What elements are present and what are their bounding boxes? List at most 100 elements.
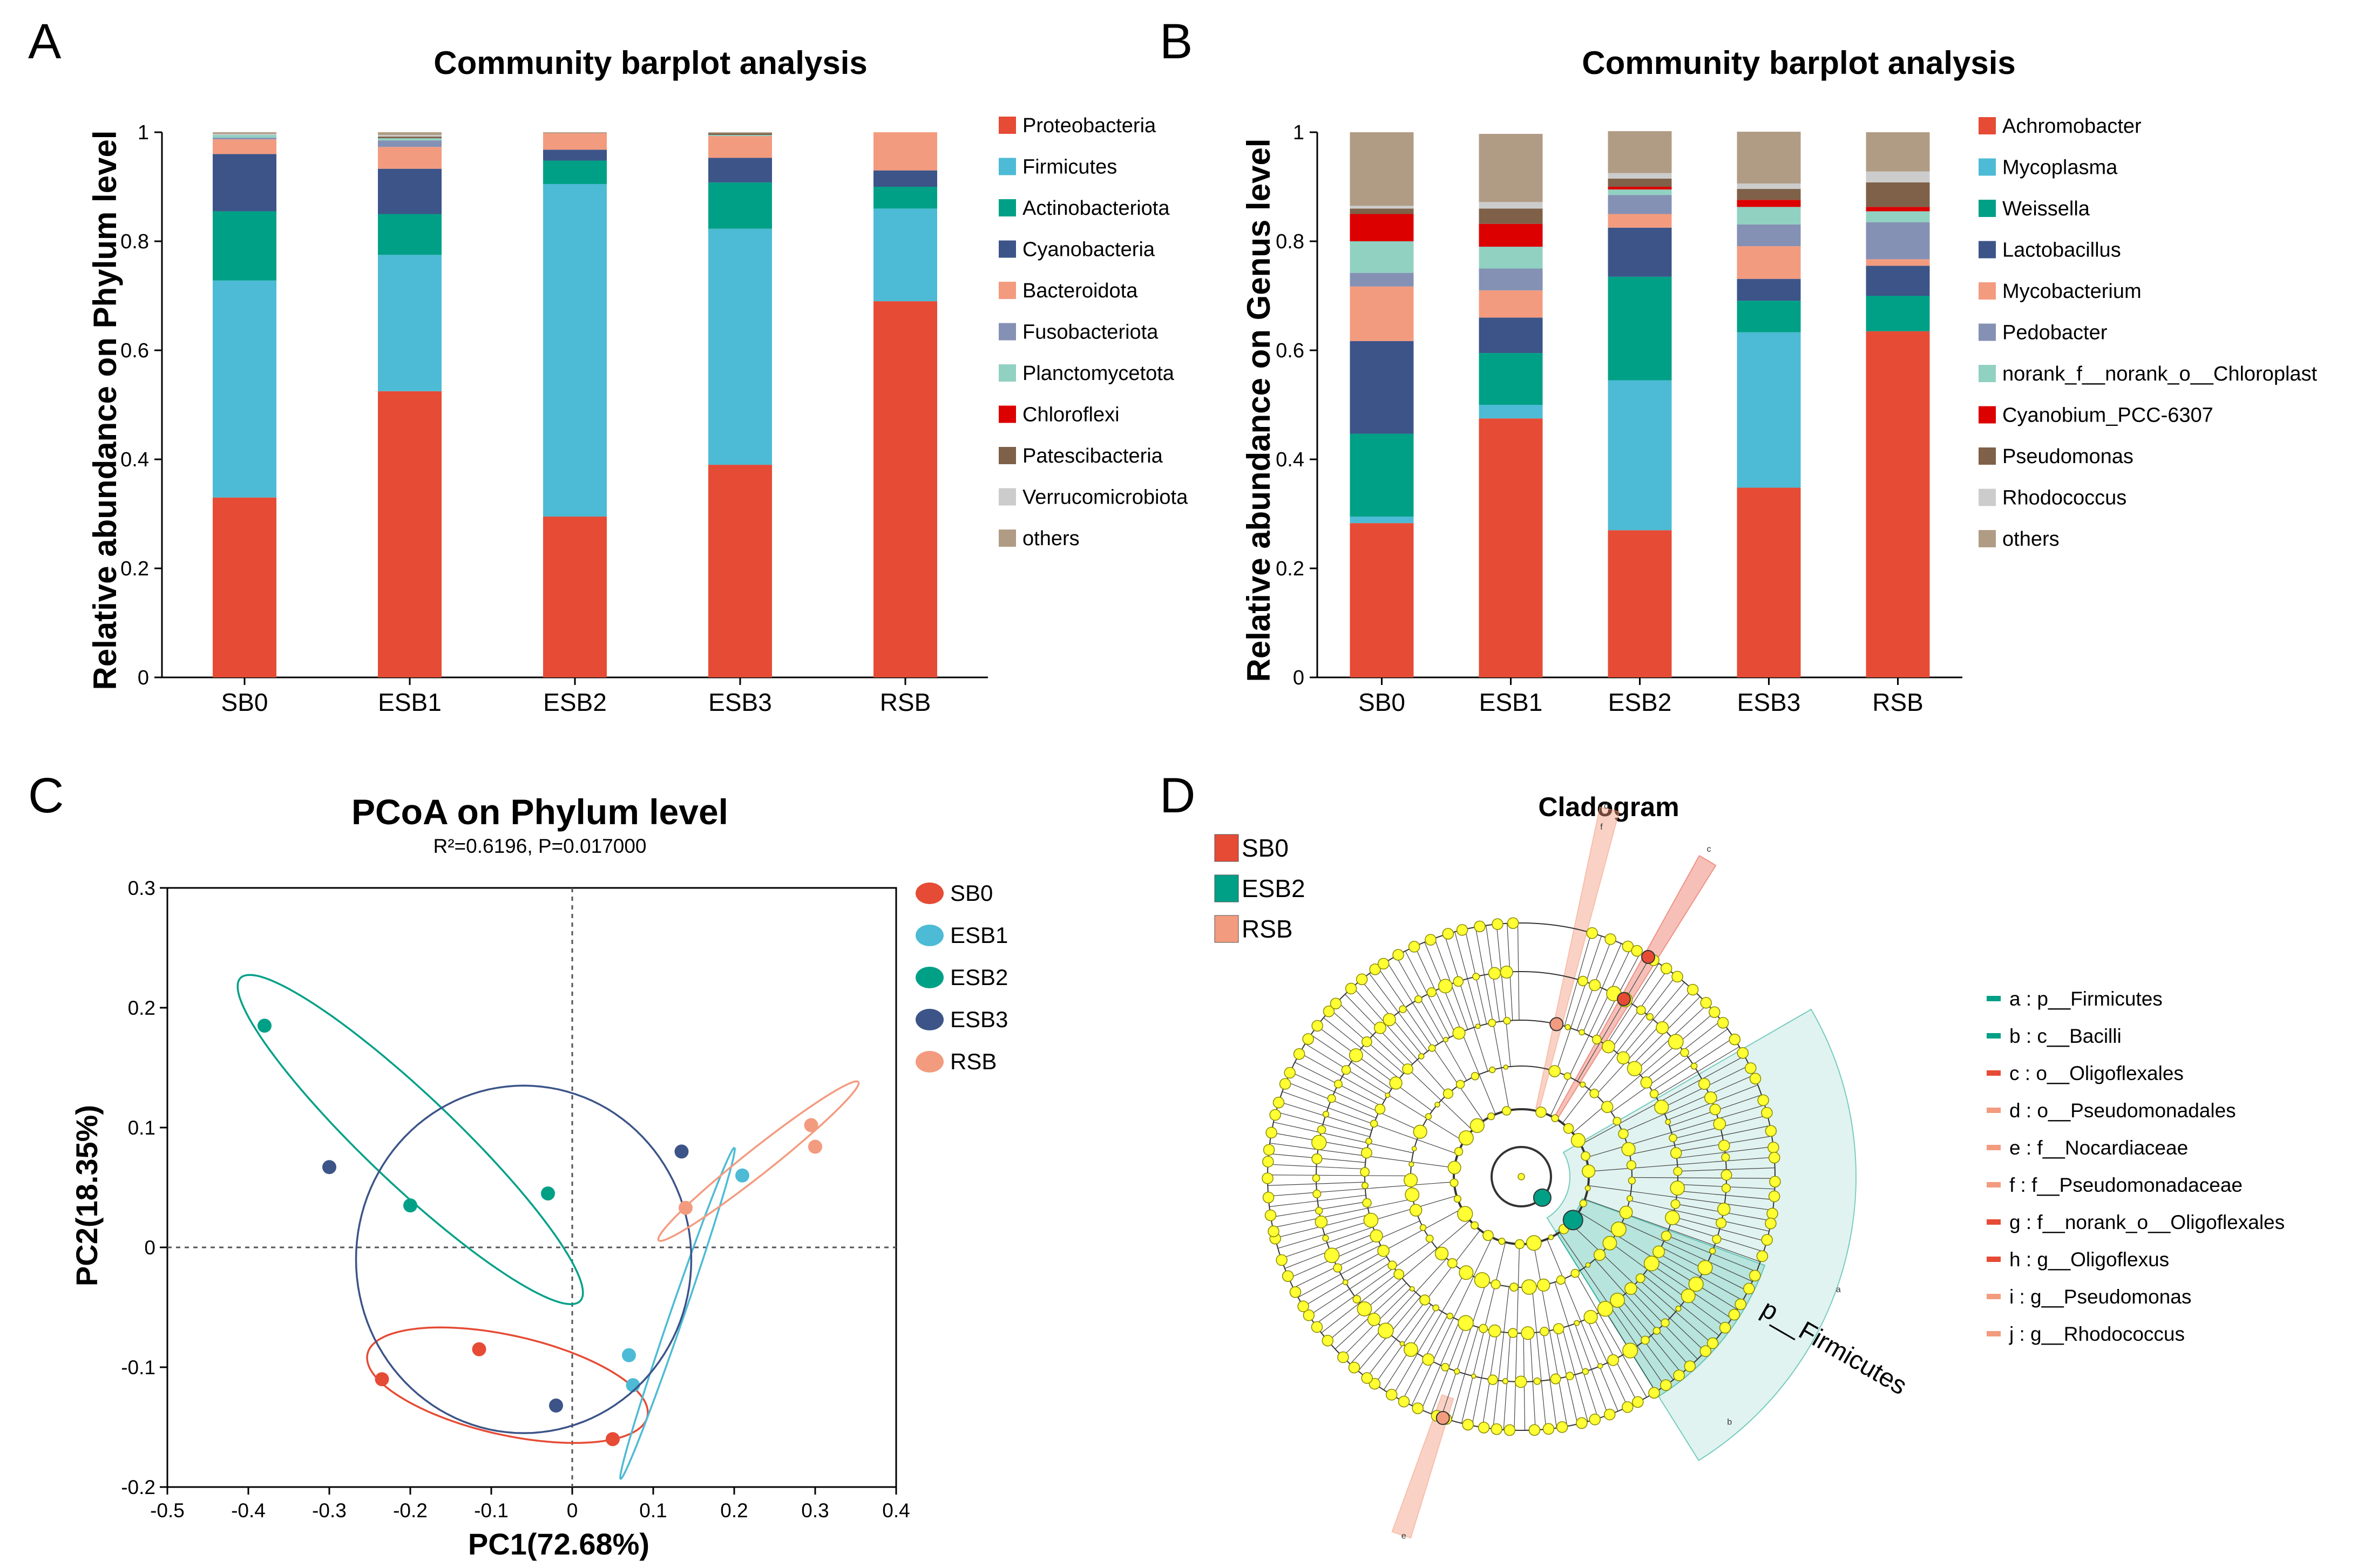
cladogram-node [1670, 1147, 1682, 1159]
bar-segment [213, 154, 276, 212]
bar-segment [213, 132, 276, 134]
cladogram-node [1284, 1067, 1296, 1079]
data-point [322, 1160, 336, 1175]
cladogram-node [1556, 1275, 1566, 1285]
y-tick-label: 0.6 [1276, 340, 1304, 362]
bar-segment [1350, 286, 1414, 341]
cladogram-node [1383, 1013, 1396, 1027]
cladogram-branch [1572, 1012, 1715, 1133]
x-tick-label: ESB2 [1608, 688, 1672, 716]
cladogram-branch [1377, 967, 1484, 1122]
bar-segment [378, 138, 442, 141]
data-point [258, 1019, 272, 1033]
panel-label-a: A [28, 14, 62, 69]
clade-marker-letter: d [1604, 802, 1609, 811]
cladogram-branch [1554, 1282, 1599, 1419]
taxon-label: b : c__Bacilli [2009, 1025, 2122, 1047]
cladogram-node [1533, 1377, 1541, 1385]
cladogram-branch [1441, 1281, 1487, 1418]
bar-segment [1866, 331, 1930, 677]
x-tick-label: RSB [1872, 688, 1923, 716]
data-point [375, 1372, 389, 1387]
cladogram-node [1471, 1373, 1476, 1379]
cladogram-node [1348, 1361, 1360, 1374]
legend-swatch [1979, 530, 1996, 547]
cladogram-branch [1562, 975, 1677, 1124]
legend-swatch [999, 240, 1016, 258]
cladogram-node [1717, 1017, 1729, 1029]
cladogram-node [1333, 1080, 1343, 1089]
cladogram-node [1652, 1245, 1665, 1258]
genus-barplot: Community barplot analysis Relative abun… [1241, 45, 2318, 716]
cladogram-node [1442, 1036, 1449, 1043]
cladogram-node [1627, 1061, 1642, 1076]
cladogram-node [1721, 1152, 1730, 1162]
cladogram-node [1761, 1107, 1773, 1119]
cladogram-node [1262, 1191, 1275, 1204]
bar-segment [378, 168, 442, 214]
cladogram-node [1442, 928, 1454, 940]
bar-segment [1737, 224, 1801, 247]
cladogram-node [1621, 1142, 1636, 1157]
legend-label: Achromobacter [2002, 115, 2142, 138]
x-tick-label: ESB1 [1479, 688, 1543, 716]
bar-segment [708, 135, 772, 137]
cladogram-node [1709, 1247, 1716, 1254]
legend-swatch [1979, 447, 1996, 465]
legend-label: Lactobacillus [2002, 239, 2121, 262]
cladogram-node [1584, 1185, 1591, 1191]
y-tick-label: 0.6 [120, 340, 149, 362]
cladogram-node [1282, 1270, 1294, 1282]
cladogram-node [1610, 1221, 1627, 1237]
cladogram-node [1579, 1199, 1587, 1207]
cladogram-node [1454, 1147, 1464, 1156]
cladogram-node [1660, 962, 1672, 975]
highlighted-node [1641, 949, 1655, 964]
legend-swatch [1979, 406, 1996, 424]
cladogram-node [1589, 1089, 1600, 1098]
cladogram-branch [1411, 1237, 1493, 1406]
x-tick-label: ESB3 [708, 688, 772, 716]
cladogram-branch [1562, 1327, 1588, 1422]
group-label: ESB2 [1242, 874, 1305, 902]
cladogram-node [1377, 1244, 1390, 1257]
cladogram-node [1583, 1309, 1598, 1324]
bar-segment [543, 184, 607, 517]
cladogram-node [1498, 1238, 1506, 1245]
highlighted-node [1549, 1017, 1564, 1031]
data-point [472, 1342, 486, 1356]
legend-swatch [1979, 323, 1996, 341]
cladogram-node [1507, 917, 1519, 929]
cladogram-node [1673, 1166, 1683, 1176]
cladogram-branch [1588, 1185, 1773, 1211]
cladogram-node [1265, 1126, 1277, 1139]
cladogram-node [1618, 1128, 1629, 1139]
cladogram-node [1743, 1282, 1755, 1295]
x-tick-label: SB0 [221, 688, 268, 716]
cladogram-node [1361, 1372, 1373, 1384]
cladogram-branch [1621, 982, 1685, 1057]
cladogram-node [1361, 1182, 1369, 1189]
cladogram-node [1586, 927, 1598, 939]
cladogram-node [1442, 1088, 1454, 1099]
cladogram-node [1418, 1053, 1425, 1060]
cladogram-branch [1657, 1252, 1743, 1301]
panel-label-d: D [1160, 768, 1195, 823]
cladogram-branch [1629, 1125, 1770, 1155]
cladogram-branch [1517, 923, 1520, 1021]
clade-marker-letter: c [1707, 845, 1711, 854]
taxon-swatch [1987, 1294, 2001, 1299]
y-axis-label: Relative abundance on Phylum level [87, 131, 123, 690]
taxon-label: i : g__Pseudomonas [2009, 1286, 2191, 1308]
chart-subtitle: R²=0.6196, P=0.017000 [434, 835, 647, 857]
x-tick-label: 0.2 [720, 1499, 748, 1522]
cladogram-node [1357, 1301, 1372, 1316]
cladogram-node [1447, 1258, 1458, 1268]
cladogram-node [1551, 1114, 1559, 1122]
cladogram-branch [1421, 1320, 1460, 1410]
cladogram-node [1413, 1124, 1427, 1139]
cladogram-node [1580, 1081, 1586, 1088]
cladogram-node [1369, 1377, 1381, 1390]
cladogram-node [1737, 1047, 1749, 1059]
legend-swatch [916, 1051, 944, 1073]
